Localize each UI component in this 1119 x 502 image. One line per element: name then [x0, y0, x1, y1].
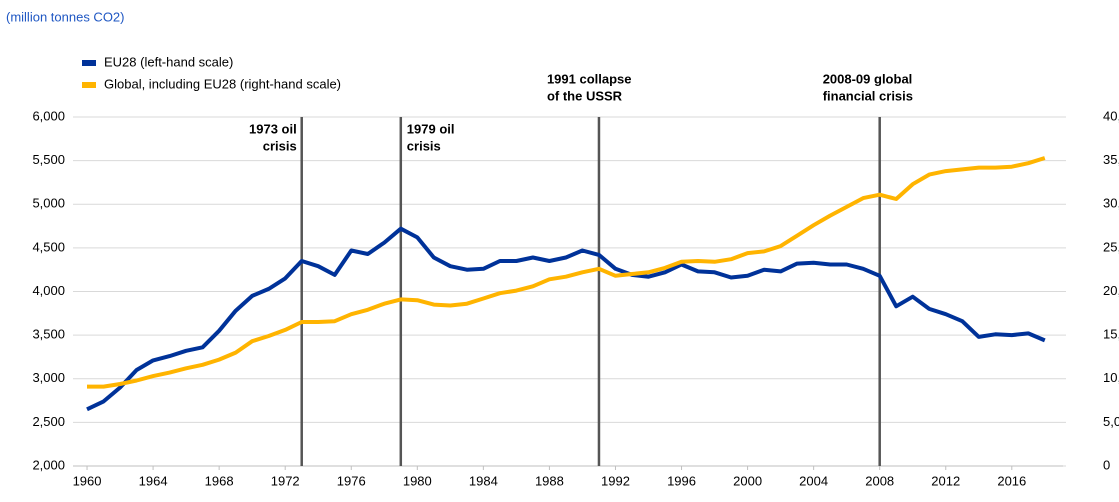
annotation: of the USSR: [547, 88, 623, 103]
y-tick-label: 4,500: [32, 239, 65, 254]
y-tick-label: 5,500: [32, 152, 65, 167]
y-tick-label: 3,000: [32, 370, 65, 385]
y2-tick-label: 20,000: [1103, 283, 1119, 298]
legend-swatch: [82, 82, 96, 88]
annotation: crisis: [407, 138, 441, 153]
series-line: [87, 156, 1046, 389]
x-tick-label: 1960: [73, 473, 102, 488]
legend-swatch: [82, 60, 96, 66]
x-tick-label: 1972: [271, 473, 300, 488]
y2-tick-label: 15,000: [1103, 327, 1119, 342]
y-tick-label: 3,500: [32, 327, 65, 342]
x-tick-label: 1980: [403, 473, 432, 488]
y-tick-label: 4,000: [32, 283, 65, 298]
annotation: 1979 oil: [407, 121, 455, 136]
annotation: financial crisis: [823, 88, 913, 103]
y-tick-label: 6,000: [32, 108, 65, 123]
annotation: crisis: [263, 138, 297, 153]
series-line: [86, 226, 1046, 412]
y2-tick-label: 0: [1103, 457, 1110, 472]
annotation: 2008-09 global: [823, 71, 913, 86]
y-tick-label: 5,000: [32, 196, 65, 211]
x-tick-label: 1984: [469, 473, 498, 488]
unit-label: (million tonnes CO2): [6, 9, 125, 24]
x-tick-label: 1976: [337, 473, 366, 488]
x-tick-label: 2008: [865, 473, 894, 488]
x-tick-label: 2012: [931, 473, 960, 488]
y2-tick-label: 40,000: [1103, 108, 1119, 123]
y2-tick-label: 5,000: [1103, 414, 1119, 429]
x-tick-label: 1968: [205, 473, 234, 488]
x-tick-label: 1988: [535, 473, 564, 488]
y2-tick-label: 10,000: [1103, 370, 1119, 385]
annotation: 1973 oil: [249, 121, 297, 136]
x-tick-label: 2016: [997, 473, 1026, 488]
x-tick-label: 2004: [799, 473, 828, 488]
y2-tick-label: 35,000: [1103, 152, 1119, 167]
annotation: 1991 collapse: [547, 71, 632, 86]
y-tick-label: 2,500: [32, 414, 65, 429]
x-tick-label: 1992: [601, 473, 630, 488]
legend-label: Global, including EU28 (right-hand scale…: [104, 76, 341, 91]
x-tick-label: 2000: [733, 473, 762, 488]
x-tick-label: 1996: [667, 473, 696, 488]
x-tick-label: 1964: [139, 473, 168, 488]
y-tick-label: 2,000: [32, 457, 65, 472]
legend-label: EU28 (left-hand scale): [104, 54, 233, 69]
y2-tick-label: 25,000: [1103, 239, 1119, 254]
y2-tick-label: 30,000: [1103, 196, 1119, 211]
